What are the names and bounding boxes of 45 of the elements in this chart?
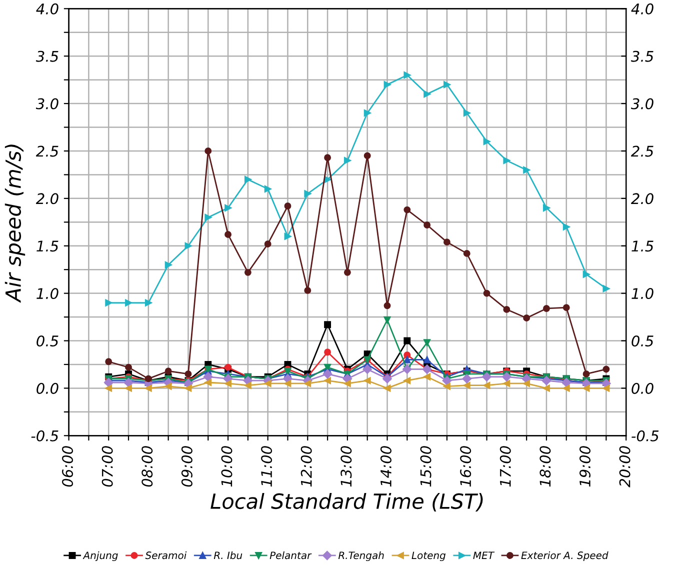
legend-label: Seramoi xyxy=(145,551,187,560)
y-tick-label: 3.0 xyxy=(36,98,58,110)
y2-tick-label: -0.5 xyxy=(632,430,659,442)
y2-tick-label: 4.0 xyxy=(631,3,654,14)
y2-tick-label: 2.0 xyxy=(631,193,654,204)
x-tick-label: 19:00 xyxy=(579,446,591,487)
y2-tick-label: 1.5 xyxy=(632,240,654,252)
legend-label: Anjung xyxy=(82,551,118,562)
x-tick-label: 16:00 xyxy=(460,446,472,487)
y-axis-title: Air speed (m/s) xyxy=(4,144,26,303)
x-tick-label: 17:00 xyxy=(500,446,511,487)
y-tick-label: 4.0 xyxy=(36,3,58,14)
legend-label: Exterior A. Speed xyxy=(521,551,608,562)
legend-label: Loteng xyxy=(412,552,446,562)
x-tick-label: 09:00 xyxy=(181,446,192,487)
x-tick-label: 10:00 xyxy=(221,446,232,487)
y2-tick-label: 2.5 xyxy=(631,146,654,157)
x-tick-label: 07:00 xyxy=(102,446,113,487)
x-tick-label: 14:00 xyxy=(380,446,392,487)
x-tick-label: 18:00 xyxy=(540,446,551,487)
x-tick-label: 11:00 xyxy=(261,446,272,487)
y2-tick-label: 0.0 xyxy=(632,382,654,394)
y-tick-label: 1.0 xyxy=(36,288,58,300)
y-tick-label: 3.5 xyxy=(36,50,58,62)
legend-label: R. Ibu xyxy=(214,551,242,560)
x-tick-label: 20:00 xyxy=(619,446,630,488)
x-tick-label: 13:00 xyxy=(340,446,352,487)
y-tick-label: -0.5 xyxy=(31,430,58,442)
x-tick-label: 12:00 xyxy=(300,446,312,487)
x-tick-label: 06:00 xyxy=(62,446,74,487)
y-tick-label: 0.5 xyxy=(36,335,58,346)
y2-tick-label: 0.5 xyxy=(632,335,654,346)
x-tick-label: 15:00 xyxy=(420,446,432,487)
legend-label: MET xyxy=(473,552,495,559)
x-tick-label: 08:00 xyxy=(142,446,153,487)
y-tick-label: 2.0 xyxy=(36,193,58,204)
y-tick-label: 2.5 xyxy=(36,146,58,157)
y-tick-label: 0.0 xyxy=(36,382,58,394)
y2-tick-label: 3.0 xyxy=(630,98,654,110)
legend-label: Pelantar xyxy=(270,551,312,560)
y2-tick-label: 3.5 xyxy=(630,50,654,62)
y-tick-label: 1.5 xyxy=(36,240,58,252)
y2-tick-label: 1.0 xyxy=(632,288,654,300)
x-axis-title: Local Standard Time (LST) xyxy=(210,492,483,512)
legend-label: R.Tengah xyxy=(338,551,384,562)
